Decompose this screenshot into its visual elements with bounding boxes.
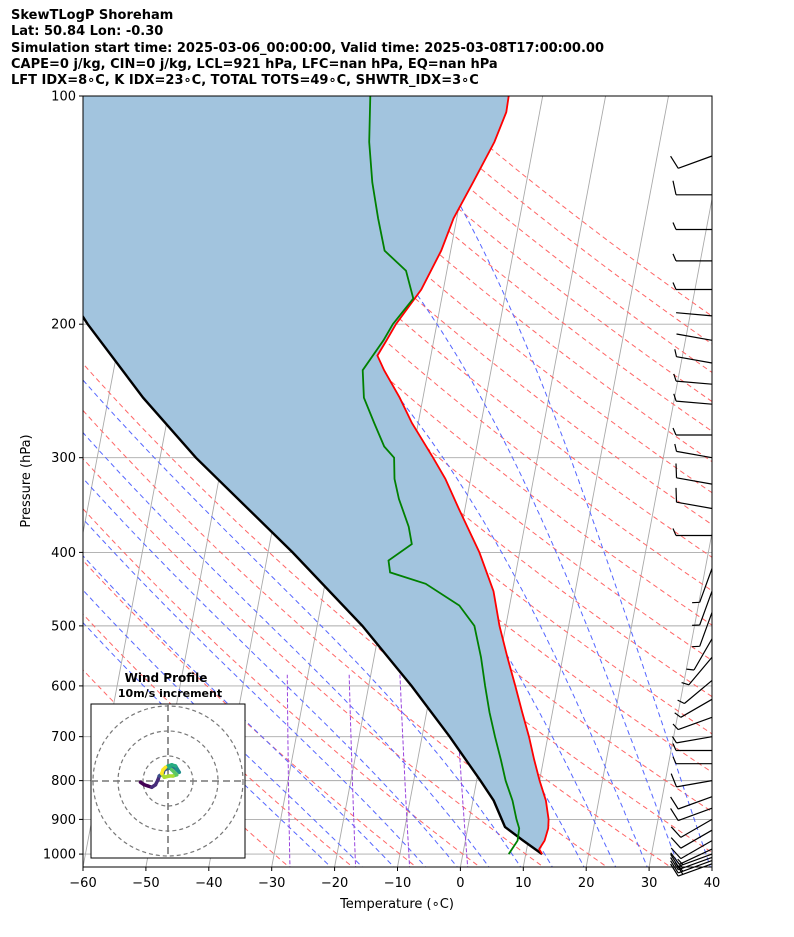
moist-adiabat [391, 96, 711, 867]
hodograph-inset: Wind Profile 10m/s increment [90, 671, 246, 859]
hodograph-title: Wind Profile [125, 671, 208, 685]
wind-barb [686, 638, 713, 671]
dewpoint-profile-line [361, 96, 521, 855]
wind-barb [672, 716, 713, 731]
y-tick-label: 1000 [43, 848, 76, 863]
y-tick-label: 600 [51, 679, 76, 694]
y-axis-label: Pressure (hPa) [19, 434, 34, 527]
stability-line: CAPE=0 j/kg, CIN=0 j/kg, LCL=921 hPa, LF… [11, 56, 498, 72]
profile-layer [83, 96, 550, 856]
wind-barb [676, 333, 713, 341]
wind-barb [670, 773, 713, 788]
y-tick-label: 200 [51, 318, 76, 333]
hodograph-subtitle: 10m/s increment [118, 687, 222, 700]
wind-barb [670, 796, 713, 810]
x-tick-label: −60 [69, 876, 96, 891]
mixing-ratio-line [453, 674, 469, 867]
wind-barb [670, 840, 713, 860]
x-tick-label: 20 [578, 876, 595, 891]
dry-adiabat [232, 96, 712, 494]
wind-barb [670, 818, 713, 838]
temperature-profile-line [376, 96, 550, 855]
x-tick-label: −40 [195, 876, 222, 891]
dry-adiabat [265, 96, 712, 463]
chart-title: SkewTLogP Shoreham [11, 8, 174, 23]
x-tick-label: −30 [258, 876, 285, 891]
wind-barb [672, 427, 712, 436]
wind-barb [673, 393, 713, 405]
wind-barb [692, 590, 713, 626]
wind-barb [670, 829, 713, 849]
x-tick-label: 40 [704, 876, 721, 891]
wind-barb [672, 282, 712, 291]
cape-shading [83, 96, 549, 855]
wind-barb [670, 155, 713, 169]
wind-barb [672, 222, 712, 231]
wind-barb [677, 679, 713, 705]
wind-barb [671, 736, 713, 744]
x-tick-label: 0 [456, 876, 464, 891]
hodograph-segment [161, 765, 168, 772]
x-tick-label: −20 [321, 876, 348, 891]
moist-adiabat [83, 154, 617, 867]
moist-adiabat [83, 379, 522, 867]
y-tick-label: 100 [51, 90, 76, 105]
mixing-ratio-line [348, 674, 357, 867]
dry-adiabat [200, 96, 712, 526]
wind-barb [675, 463, 713, 485]
y-tick-label: 500 [51, 619, 76, 634]
wind-barb [672, 180, 712, 196]
chart-header: SkewTLogP Shoreham Lat: 50.84 Lon: -0.30… [11, 8, 604, 89]
moist-adiabat [83, 555, 395, 867]
wind-barb [670, 848, 713, 865]
isotherm [522, 96, 669, 867]
y-tick-label: 300 [51, 451, 76, 466]
moist-adiabat [83, 589, 364, 867]
wind-barb [672, 253, 712, 262]
wind-barb [674, 349, 713, 364]
wind-barb [692, 568, 713, 604]
mixing-ratio-line [399, 674, 411, 867]
x-tick-label: 30 [641, 876, 658, 891]
moist-adiabat [83, 621, 332, 867]
x-tick-label: −50 [132, 876, 159, 891]
moist-adiabat [83, 518, 427, 867]
isotherm [711, 864, 712, 867]
isotherm [397, 96, 544, 867]
wind-barb [676, 312, 713, 317]
moist-adiabat [83, 477, 458, 867]
wind-barb [681, 656, 713, 686]
x-axis-label: Temperature (∘C) [339, 897, 454, 912]
y-tick-label: 800 [51, 774, 76, 789]
wind-barb [674, 443, 713, 459]
x-tick-label: −10 [384, 876, 411, 891]
wind-barb [670, 853, 713, 867]
y-tick-label: 700 [51, 730, 76, 745]
location-line: Lat: 50.84 Lon: -0.30 [11, 24, 164, 40]
parcel-profile-line [83, 314, 543, 856]
wind-barb [672, 528, 712, 537]
y-tick-label: 900 [51, 813, 76, 828]
x-tick-label: 10 [515, 876, 532, 891]
wind-barb [670, 807, 713, 822]
mixing-ratio-line [286, 674, 291, 867]
y-tick-label: 400 [51, 546, 76, 561]
isotherm [585, 196, 712, 867]
wind-barb [674, 698, 713, 718]
time-line: Simulation start time: 2025-03-06_00:00:… [11, 40, 604, 56]
wind-barbs [670, 155, 713, 877]
dry-adiabat [297, 96, 712, 432]
wind-barb [692, 612, 713, 648]
isotherm [775, 96, 794, 867]
moist-adiabat [249, 96, 680, 867]
dry-adiabat [83, 409, 608, 867]
wind-barb [675, 487, 713, 510]
wind-barb [672, 756, 712, 765]
wind-barb [673, 373, 713, 385]
indices-line: LFT IDX=8∘C, K IDX=23∘C, TOTAL TOTS=49∘C… [11, 73, 479, 89]
wind-barb [672, 743, 712, 752]
isotherm [648, 530, 712, 867]
